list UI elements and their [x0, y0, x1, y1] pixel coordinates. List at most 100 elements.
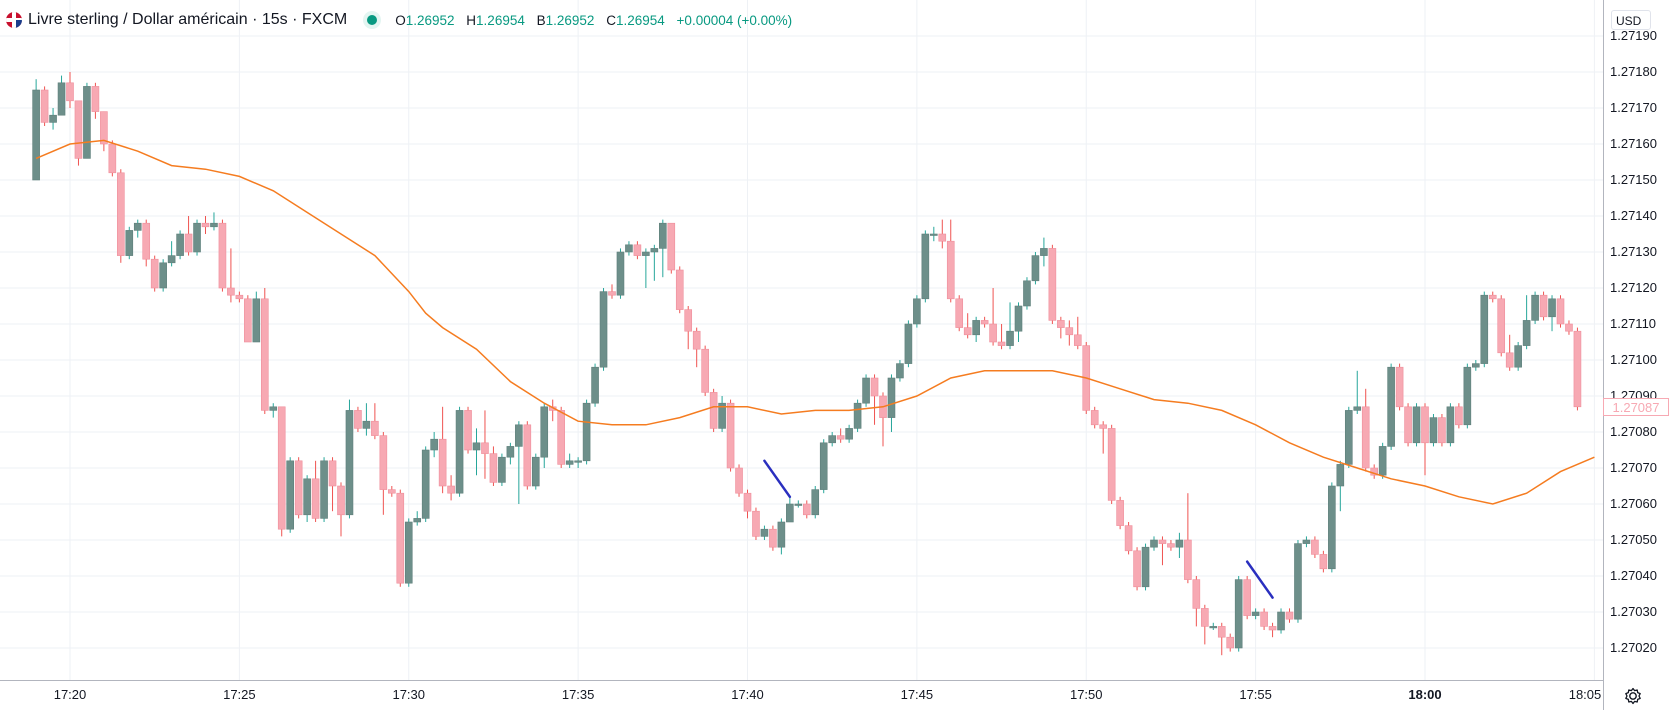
candle-up[interactable]: [1023, 277, 1031, 310]
candle-down[interactable]: [1107, 424, 1116, 504]
candle-down[interactable]: [91, 82, 100, 119]
candle-up[interactable]: [125, 226, 134, 260]
candle-up[interactable]: [1480, 291, 1489, 368]
candle-up[interactable]: [404, 518, 413, 587]
candle-up[interactable]: [303, 475, 311, 522]
candle-down[interactable]: [980, 316, 989, 328]
candle-up[interactable]: [1302, 536, 1311, 548]
candle-down[interactable]: [489, 446, 498, 486]
candle-down[interactable]: [1184, 493, 1192, 584]
candle-up[interactable]: [176, 230, 184, 260]
candle-up[interactable]: [828, 432, 836, 447]
candle-down[interactable]: [692, 327, 701, 368]
candle-up[interactable]: [531, 453, 540, 490]
candle-down[interactable]: [1158, 536, 1167, 566]
candle-up[interactable]: [659, 219, 667, 278]
candle-up[interactable]: [32, 79, 40, 181]
candle-down[interactable]: [769, 525, 777, 551]
candle-up[interactable]: [599, 288, 608, 371]
candle-down[interactable]: [1319, 550, 1328, 573]
candle-up[interactable]: [1040, 237, 1048, 267]
candle-down[interactable]: [802, 500, 811, 519]
candle-down[interactable]: [735, 464, 743, 497]
candle-up[interactable]: [421, 446, 430, 522]
candle-down[interactable]: [1565, 320, 1573, 335]
candle-up[interactable]: [167, 241, 176, 267]
candle-down[interactable]: [997, 324, 1006, 350]
candle-up[interactable]: [1294, 540, 1302, 623]
candle-down[interactable]: [201, 216, 210, 234]
candle-up[interactable]: [49, 108, 57, 130]
settings-gear-icon[interactable]: [1622, 685, 1644, 707]
candle-down[interactable]: [1167, 540, 1175, 551]
candle-down[interactable]: [1243, 576, 1251, 620]
candle-up[interactable]: [83, 82, 91, 159]
candle-up[interactable]: [913, 295, 921, 328]
candle-up[interactable]: [320, 457, 328, 522]
candle-up[interactable]: [650, 244, 659, 281]
candle-up[interactable]: [930, 226, 938, 242]
candle-up[interactable]: [1175, 532, 1184, 558]
candle-up[interactable]: [1328, 482, 1336, 573]
candle-up[interactable]: [972, 316, 980, 342]
candle-down[interactable]: [1505, 334, 1514, 371]
candle-down[interactable]: [108, 140, 117, 177]
currency-selector[interactable]: USD: [1611, 10, 1651, 30]
candle-up[interactable]: [1531, 291, 1539, 324]
candle-up[interactable]: [887, 374, 896, 432]
candle-down[interactable]: [946, 219, 955, 303]
candle-down[interactable]: [74, 100, 83, 166]
candle-down[interactable]: [1395, 363, 1404, 411]
candle-down[interactable]: [1421, 403, 1429, 476]
candle-up[interactable]: [819, 439, 828, 494]
candle-down[interactable]: [989, 288, 997, 346]
candle-down[interactable]: [354, 406, 362, 432]
candle-down[interactable]: [371, 403, 379, 440]
candle-up[interactable]: [1336, 460, 1345, 512]
candle-down[interactable]: [1311, 536, 1319, 558]
candle-down[interactable]: [40, 86, 49, 126]
candle-up[interactable]: [193, 219, 201, 256]
candle-down[interactable]: [100, 111, 108, 152]
candle-down[interactable]: [1124, 522, 1133, 555]
candle-down[interactable]: [557, 406, 565, 468]
candle-up[interactable]: [845, 424, 853, 443]
candle-down[interactable]: [311, 460, 320, 522]
candle-up[interactable]: [1522, 295, 1531, 350]
candle-up[interactable]: [269, 403, 278, 418]
candle-down[interactable]: [1285, 608, 1294, 623]
candle-up[interactable]: [1006, 302, 1014, 350]
candle-up[interactable]: [1412, 403, 1421, 447]
candle-up[interactable]: [1378, 442, 1387, 479]
candle-down[interactable]: [337, 482, 345, 537]
candle-down[interactable]: [726, 399, 735, 472]
candle-down[interactable]: [548, 399, 557, 422]
candle-up[interactable]: [642, 248, 650, 288]
candle-up[interactable]: [1234, 576, 1243, 652]
symbol-title[interactable]: Livre sterling / Dollar américain · 15s …: [28, 11, 348, 28]
candle-down[interactable]: [1573, 327, 1582, 411]
candle-down[interactable]: [1556, 295, 1565, 328]
candle-up[interactable]: [862, 374, 870, 407]
candle-up[interactable]: [625, 241, 633, 256]
candle-down[interactable]: [142, 219, 151, 267]
candle-up[interactable]: [921, 230, 930, 303]
candle-down[interactable]: [184, 216, 193, 256]
candle-down[interactable]: [675, 266, 684, 314]
candle-up[interactable]: [574, 457, 582, 468]
candle-down[interactable]: [1116, 496, 1124, 530]
candle-down[interactable]: [870, 374, 879, 425]
candle-down[interactable]: [633, 241, 642, 260]
candle-down[interactable]: [1192, 576, 1201, 627]
candle-up[interactable]: [455, 406, 464, 497]
candle-down[interactable]: [836, 428, 845, 443]
candle-down[interactable]: [523, 421, 532, 490]
candle-down[interactable]: [379, 432, 388, 515]
candle-up[interactable]: [1014, 302, 1023, 342]
candle-down[interactable]: [1438, 414, 1446, 447]
candle-down[interactable]: [438, 406, 447, 494]
candle-down[interactable]: [1455, 403, 1463, 429]
candle-down[interactable]: [235, 291, 244, 303]
candle-down[interactable]: [1539, 291, 1548, 321]
